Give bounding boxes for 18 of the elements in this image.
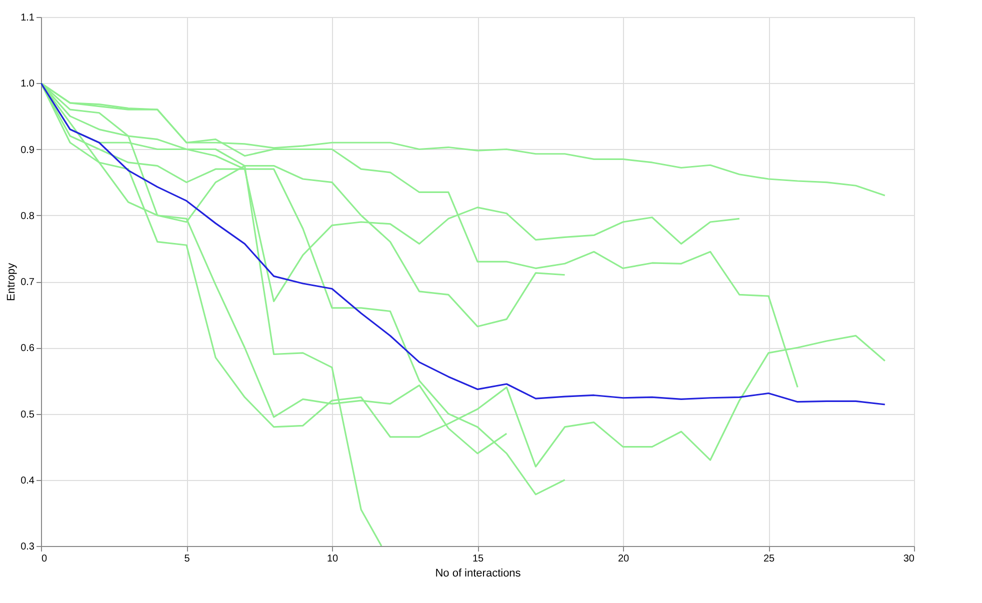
y-axis-title: Entropy (6, 262, 18, 301)
x-tick-label: 25 (763, 554, 775, 564)
x-tick-label: 15 (472, 554, 484, 564)
y-tick-label: 0.6 (20, 343, 35, 354)
y-tick-label: 1.0 (20, 78, 35, 90)
x-tick-label: 10 (326, 554, 338, 564)
y-tick-label: 0.7 (20, 277, 35, 288)
y-tick-label: 1.1 (20, 12, 35, 24)
y-tick-label: 0.9 (20, 144, 35, 156)
y-tick-label: 0.3 (20, 542, 35, 552)
x-tick-label: 5 (184, 554, 190, 564)
x-tick-label: 30 (903, 554, 915, 564)
y-tick-label: 0.4 (20, 475, 35, 486)
x-tick-label: 20 (618, 554, 630, 564)
y-tick-label: 0.8 (20, 210, 35, 222)
x-tick-label: 0 (42, 554, 48, 564)
x-axis-title: No of interactions (435, 568, 522, 580)
y-tick-label: 0.5 (20, 409, 35, 420)
